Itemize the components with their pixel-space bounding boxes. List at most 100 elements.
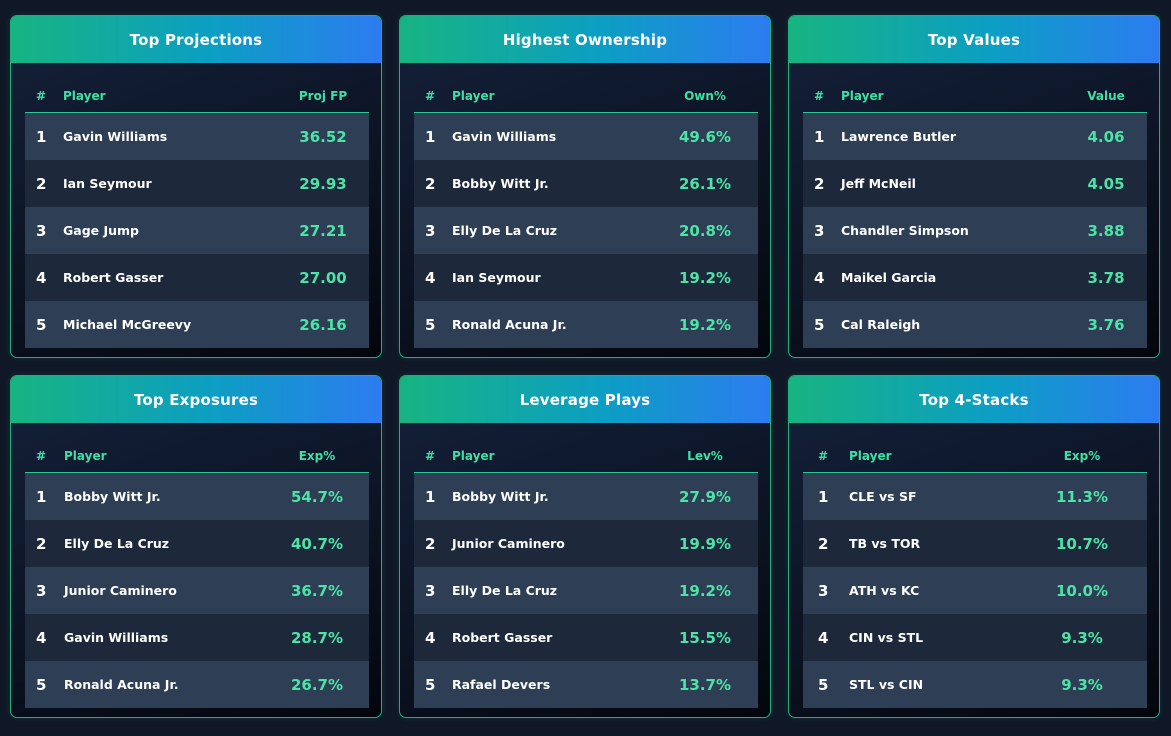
- rank-column-header[interactable]: #: [425, 89, 436, 103]
- rank-cell: 5: [425, 676, 436, 694]
- rank-cell: 5: [36, 316, 47, 334]
- player-column-header[interactable]: Player: [841, 89, 884, 103]
- value-cell: 27.00: [299, 269, 347, 287]
- panel-title: Top 4-Stacks: [789, 376, 1159, 423]
- table-header: # Player Value: [803, 82, 1147, 113]
- rank-cell: 2: [36, 175, 47, 193]
- player-cell: Elly De La Cruz: [64, 536, 170, 551]
- value-column-header[interactable]: Value: [1087, 89, 1125, 103]
- value-cell: 19.2%: [678, 582, 732, 600]
- table-row[interactable]: 1 CLE vs SF 11.3%: [803, 473, 1147, 520]
- table-row[interactable]: 4 Ian Seymour 19.2%: [414, 254, 758, 301]
- table-row[interactable]: 3 Elly De La Cruz 19.2%: [414, 567, 758, 614]
- table-row[interactable]: 4 Gavin Williams 28.7%: [25, 614, 369, 661]
- rank-cell: 3: [818, 582, 829, 600]
- table-row[interactable]: 2 TB vs TOR 10.7%: [803, 520, 1147, 567]
- rank-cell: 3: [36, 582, 47, 600]
- table-row[interactable]: 4 Robert Gasser 15.5%: [414, 614, 758, 661]
- player-column-header[interactable]: Player: [849, 449, 892, 463]
- value-column-header[interactable]: Exp%: [1063, 449, 1101, 463]
- rank-cell: 1: [36, 488, 47, 506]
- rank-cell: 1: [36, 128, 47, 146]
- table-row[interactable]: 5 STL vs CIN 9.3%: [803, 661, 1147, 708]
- table-row[interactable]: 5 Michael McGreevy 26.16: [25, 301, 369, 348]
- value-column-header[interactable]: Proj FP: [298, 89, 348, 103]
- value-column-header[interactable]: Exp%: [298, 449, 336, 463]
- player-column-header[interactable]: Player: [64, 449, 107, 463]
- value-cell: 13.7%: [678, 676, 732, 694]
- table-row[interactable]: 5 Cal Raleigh 3.76: [803, 301, 1147, 348]
- table-row[interactable]: 3 ATH vs KC 10.0%: [803, 567, 1147, 614]
- player-column-header[interactable]: Player: [63, 89, 106, 103]
- player-cell: Robert Gasser: [452, 630, 553, 645]
- table-row[interactable]: 2 Junior Caminero 19.9%: [414, 520, 758, 567]
- player-cell: Gage Jump: [63, 223, 139, 238]
- table-row[interactable]: 2 Jeff McNeil 4.05: [803, 160, 1147, 207]
- player-cell: Cal Raleigh: [841, 317, 921, 332]
- rank-cell: 5: [814, 316, 825, 334]
- table-row[interactable]: 3 Chandler Simpson 3.88: [803, 207, 1147, 254]
- table-row[interactable]: 5 Ronald Acuna Jr. 19.2%: [414, 301, 758, 348]
- value-cell: 27.21: [299, 222, 347, 240]
- table-row[interactable]: 5 Rafael Devers 13.7%: [414, 661, 758, 708]
- rank-cell: 3: [425, 582, 436, 600]
- player-cell: Junior Caminero: [452, 536, 565, 551]
- value-cell: 54.7%: [290, 488, 344, 506]
- value-cell: 28.7%: [290, 629, 344, 647]
- rank-cell: 3: [814, 222, 825, 240]
- player-cell: Bobby Witt Jr.: [64, 489, 161, 504]
- table-row[interactable]: 1 Lawrence Butler 4.06: [803, 113, 1147, 160]
- value-column-header[interactable]: Lev%: [687, 449, 723, 463]
- table-row[interactable]: 1 Gavin Williams 36.52: [25, 113, 369, 160]
- table-row[interactable]: 3 Junior Caminero 36.7%: [25, 567, 369, 614]
- panel-top-exposures: Top Exposures # Player Exp% 1 Bobby Witt…: [10, 375, 382, 718]
- stack-cell: CIN vs STL: [849, 630, 924, 645]
- panel-title: Top Projections: [11, 16, 381, 63]
- stack-cell: ATH vs KC: [849, 583, 920, 598]
- rank-column-header[interactable]: #: [36, 89, 47, 103]
- value-column-header[interactable]: Own%: [684, 89, 726, 103]
- rank-column-header[interactable]: #: [818, 449, 829, 463]
- table-row[interactable]: 2 Elly De La Cruz 40.7%: [25, 520, 369, 567]
- data-table: # Player Value 1 Lawrence Butler 4.06 2 …: [803, 82, 1147, 348]
- table-row[interactable]: 3 Elly De La Cruz 20.8%: [414, 207, 758, 254]
- rank-column-header[interactable]: #: [814, 89, 825, 103]
- rank-cell: 4: [36, 269, 47, 287]
- value-cell: 4.05: [1087, 175, 1125, 193]
- player-cell: Ronald Acuna Jr.: [452, 317, 567, 332]
- table-row[interactable]: 1 Gavin Williams 49.6%: [414, 113, 758, 160]
- player-cell: Bobby Witt Jr.: [452, 489, 549, 504]
- value-cell: 26.16: [299, 316, 347, 334]
- stack-cell: TB vs TOR: [849, 536, 921, 551]
- table-row[interactable]: 4 Maikel Garcia 3.78: [803, 254, 1147, 301]
- value-cell: 29.93: [299, 175, 347, 193]
- value-cell: 19.9%: [678, 535, 732, 553]
- table-row[interactable]: 1 Bobby Witt Jr. 54.7%: [25, 473, 369, 520]
- player-column-header[interactable]: Player: [452, 449, 495, 463]
- panel-leverage-plays: Leverage Plays # Player Lev% 1 Bobby Wit…: [399, 375, 771, 718]
- player-cell: Bobby Witt Jr.: [452, 176, 549, 191]
- rank-column-header[interactable]: #: [36, 449, 47, 463]
- player-cell: Michael McGreevy: [63, 317, 192, 332]
- rank-cell: 2: [818, 535, 829, 553]
- table-row[interactable]: 5 Ronald Acuna Jr. 26.7%: [25, 661, 369, 708]
- data-table: # Player Proj FP 1 Gavin Williams 36.52 …: [25, 82, 369, 348]
- panel-title: Top Values: [789, 16, 1159, 63]
- table-row[interactable]: 2 Bobby Witt Jr. 26.1%: [414, 160, 758, 207]
- panel-highest-ownership: Highest Ownership # Player Own% 1 Gavin …: [399, 15, 771, 358]
- player-cell: Chandler Simpson: [841, 223, 969, 238]
- rank-cell: 5: [425, 316, 436, 334]
- value-cell: 9.3%: [1061, 676, 1103, 694]
- table-row[interactable]: 1 Bobby Witt Jr. 27.9%: [414, 473, 758, 520]
- table-row[interactable]: 3 Gage Jump 27.21: [25, 207, 369, 254]
- rank-cell: 5: [36, 676, 47, 694]
- table-row[interactable]: 4 Robert Gasser 27.00: [25, 254, 369, 301]
- value-cell: 9.3%: [1061, 629, 1103, 647]
- value-cell: 36.52: [299, 128, 347, 146]
- player-column-header[interactable]: Player: [452, 89, 495, 103]
- table-row[interactable]: 4 CIN vs STL 9.3%: [803, 614, 1147, 661]
- table-row[interactable]: 2 Ian Seymour 29.93: [25, 160, 369, 207]
- rank-column-header[interactable]: #: [425, 449, 436, 463]
- player-cell: Ian Seymour: [452, 270, 541, 285]
- player-cell: Robert Gasser: [63, 270, 164, 285]
